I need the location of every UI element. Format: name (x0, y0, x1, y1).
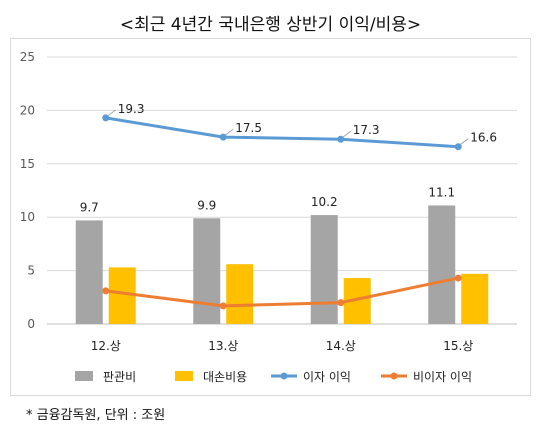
lines (102, 114, 462, 310)
source-note: * 금융감독원, 단위 : 조원 (26, 408, 166, 423)
bar-sga (75, 220, 103, 324)
line-data-label: 19.3 (118, 102, 145, 116)
y-axis-ticks: 0 5 10 15 20 25 (20, 50, 35, 331)
legend-label: 비이자 이익 (413, 370, 472, 384)
y-tick-label: 5 (27, 264, 35, 278)
y-tick-label: 15 (20, 157, 35, 171)
line-point (454, 274, 462, 282)
line-point (337, 135, 345, 143)
chart: 0 5 10 15 20 25 9.7 9.9 10.2 11.1 19.3 17.5 17.3 16.… (20, 50, 517, 384)
line-data-label: 17.5 (235, 121, 262, 135)
bar-data-label: 10.2 (311, 195, 338, 209)
bar-sga (428, 205, 456, 324)
bar-provision (108, 267, 136, 324)
line-point (219, 302, 227, 310)
bar-provision (461, 273, 489, 324)
legend: 판관비 대손비용 이자 이익 비이자 이익 (75, 370, 472, 384)
leader-line (459, 138, 469, 146)
x-tick-label: 12.상 (91, 339, 121, 353)
y-tick-label: 0 (27, 317, 35, 331)
y-tick-label: 20 (20, 103, 35, 117)
leader-line (342, 130, 352, 138)
bar-data-label: 11.1 (428, 185, 455, 199)
bars (75, 205, 489, 324)
leader-line (224, 128, 234, 136)
bar-sga (310, 215, 338, 324)
leader-line (107, 109, 117, 117)
bar-provision (226, 264, 254, 324)
legend-marker (390, 372, 398, 380)
line-data-label: 17.3 (353, 123, 380, 137)
line-data-label: 16.6 (470, 131, 497, 145)
line-interest (105, 116, 459, 149)
line-non-interest (105, 276, 459, 308)
chart-title: <최근 4년간 국내은행 상반기 이익/비용> (119, 15, 422, 35)
x-tick-label: 13.상 (208, 339, 238, 353)
legend-label: 판관비 (103, 370, 136, 384)
bar-sga (193, 218, 221, 324)
line-point (219, 133, 227, 141)
x-tick-label: 15.상 (443, 339, 473, 353)
data-labels: 9.7 9.9 10.2 11.1 19.3 17.5 17.3 16.6 (80, 102, 497, 215)
bar-data-label: 9.9 (197, 198, 216, 212)
legend-swatch (175, 371, 193, 381)
legend-swatch (75, 371, 93, 381)
line-point (337, 299, 345, 307)
line-point (102, 287, 110, 295)
chart-frame: 0 5 10 15 20 25 9.7 9.9 10.2 11.1 19.3 17.5 17.3 16.… (10, 38, 531, 396)
y-tick-label: 10 (20, 210, 35, 224)
bar-data-label: 9.7 (80, 200, 99, 214)
legend-label: 이자 이익 (303, 370, 351, 384)
line-point (102, 114, 110, 122)
legend-label: 대손비용 (203, 370, 247, 384)
line-point (454, 143, 462, 151)
x-tick-label: 14.상 (326, 339, 356, 353)
legend-marker (280, 372, 288, 380)
x-axis-ticks: 12.상 13.상 14.상 15.상 (91, 339, 474, 353)
y-tick-label: 25 (20, 50, 35, 64)
